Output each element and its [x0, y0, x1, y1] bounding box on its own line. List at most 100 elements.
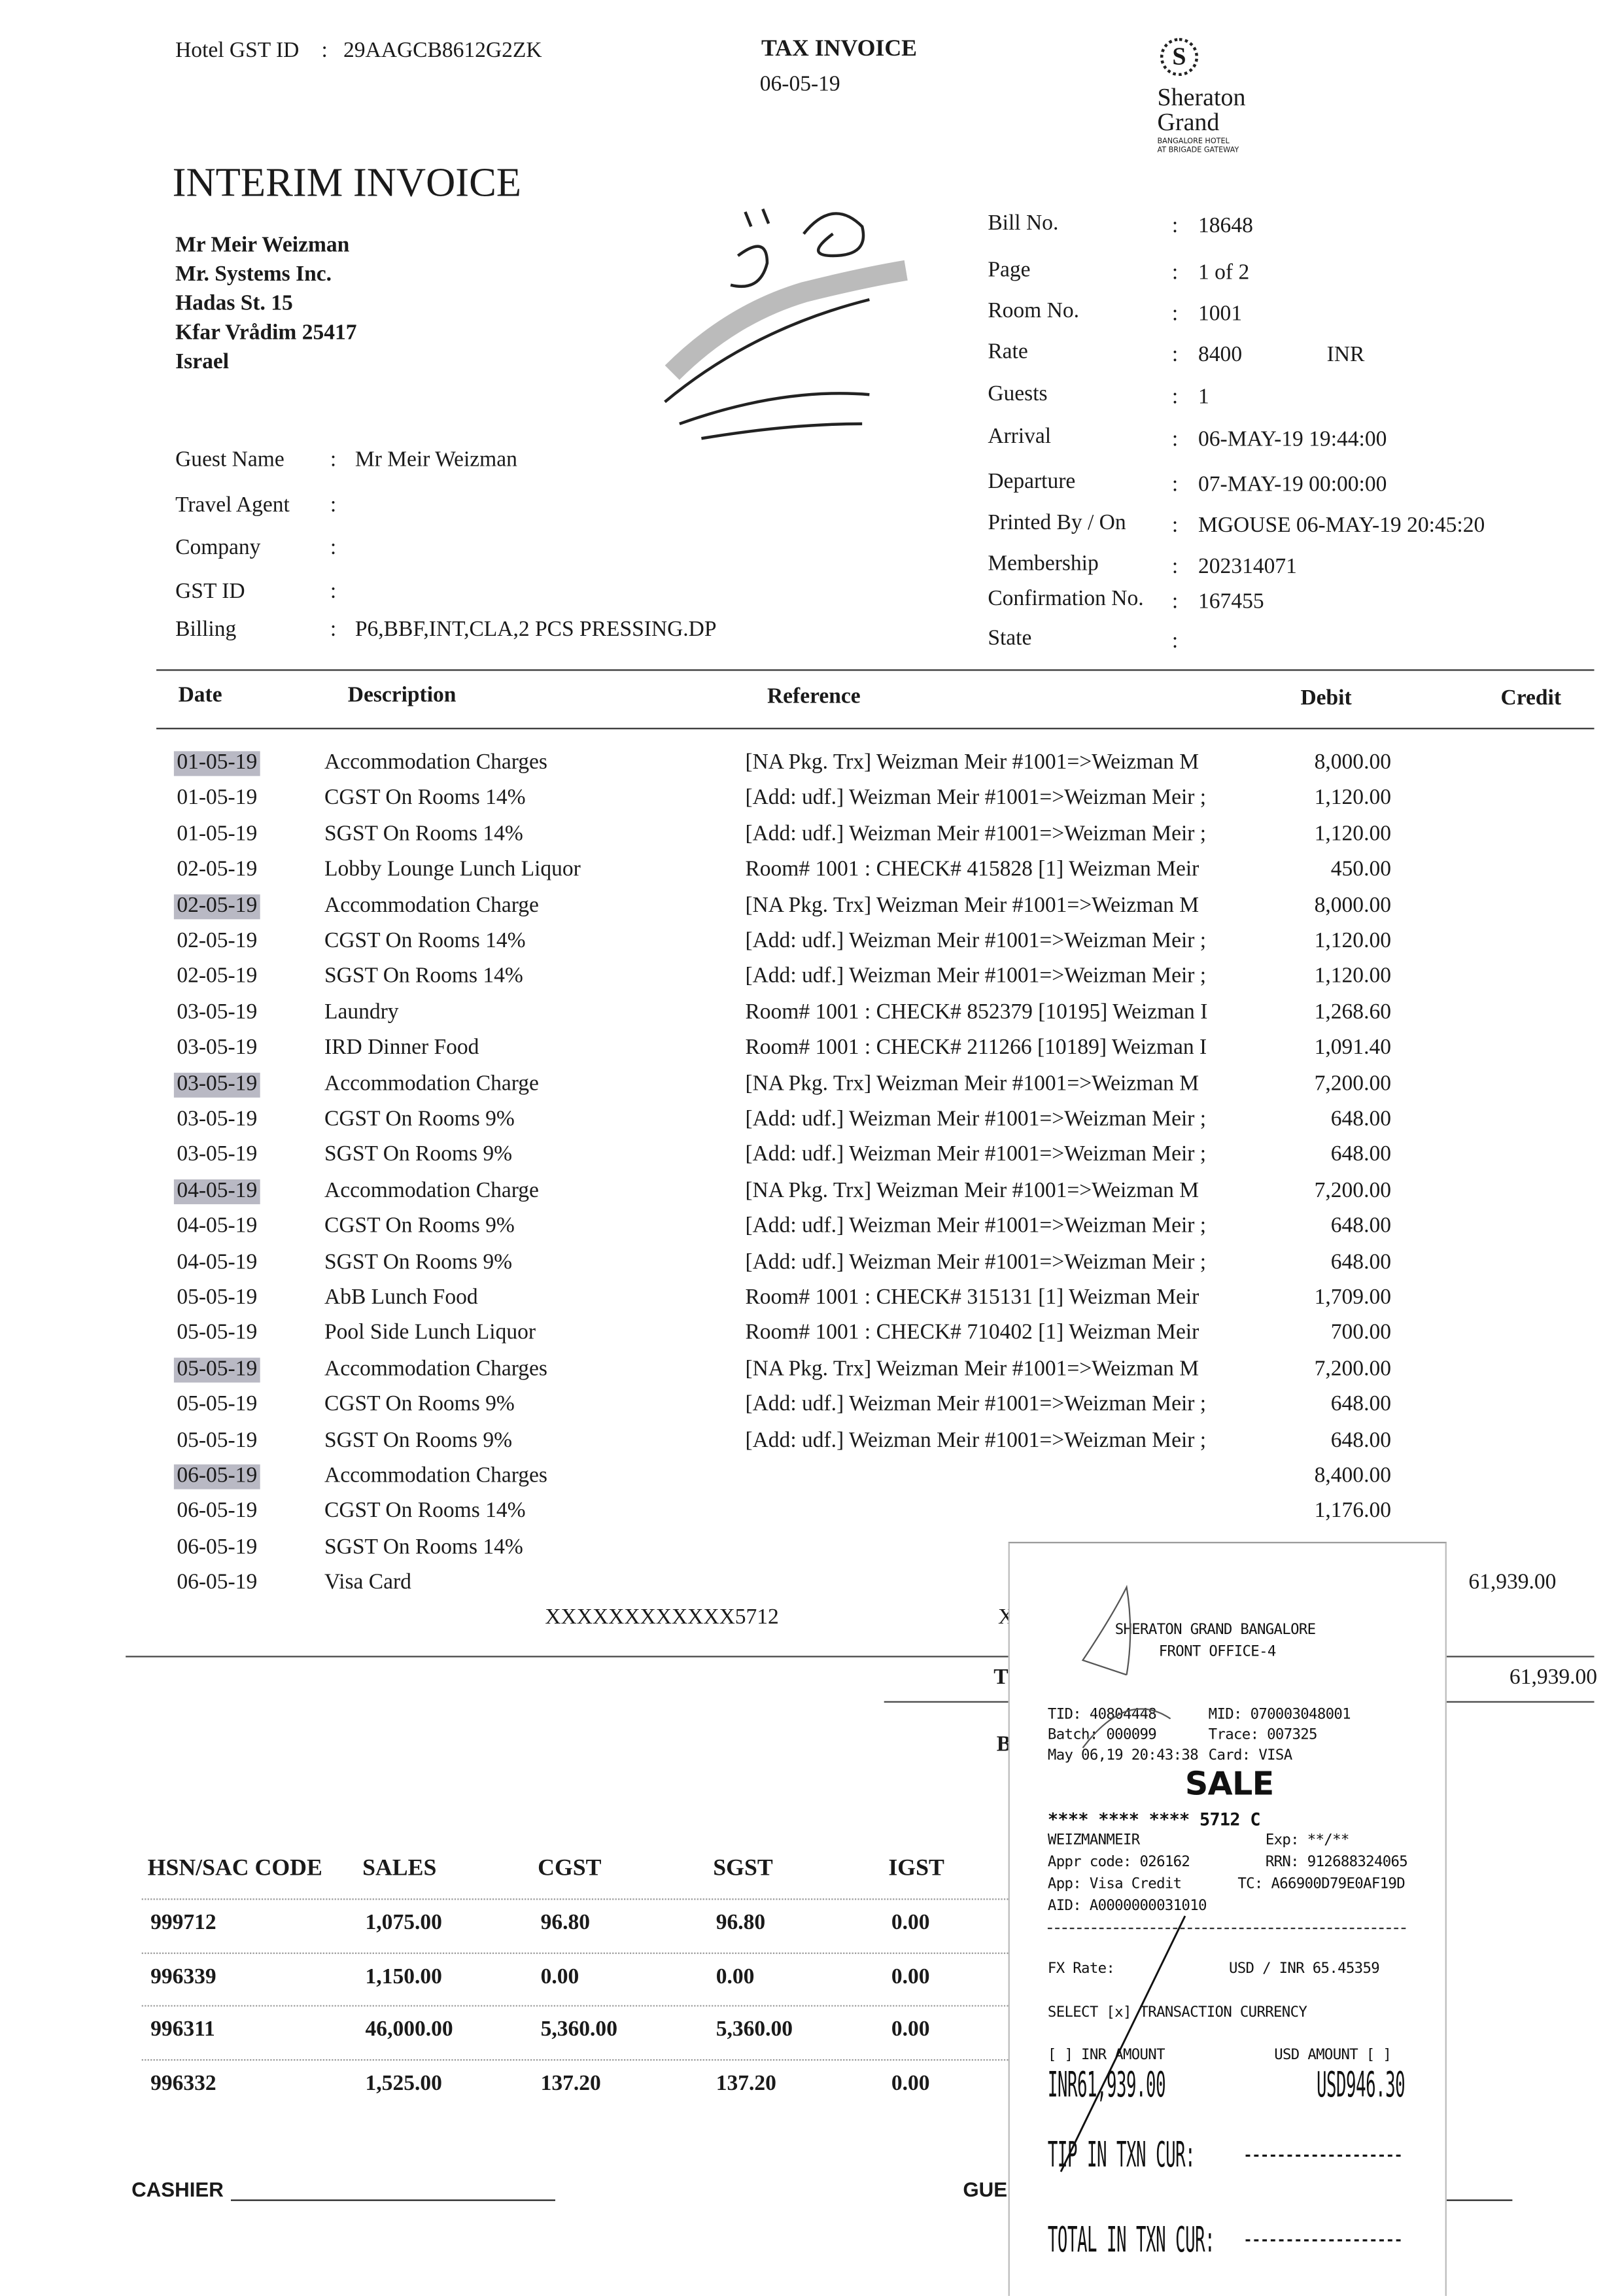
row-date: 05-05-19: [177, 1393, 258, 1417]
row-date: 06-05-19: [177, 1535, 258, 1559]
row-reference: [Add: udf.] Weizman Meir #1001=>Weizman …: [745, 1143, 1207, 1167]
receipt-app: App: Visa Credit: [1047, 1876, 1182, 1893]
row-reference: [Add: udf.] Weizman Meir #1001=>Weizman …: [745, 1107, 1207, 1132]
row-reference: Room# 1001 : CHECK# 315131 [1] Weizman M…: [745, 1286, 1199, 1310]
table-row: 05-05-19 CGST On Rooms 9% [Add: udf.] Weiz…: [0, 1393, 1622, 1429]
colon: :: [330, 494, 337, 517]
colon: :: [1171, 590, 1179, 614]
tax-cell: 0.00: [891, 2071, 930, 2095]
field-value: P6,BBF,INT,CLA,2 PCS PRESSING.DP: [354, 618, 717, 642]
row-date: 05-05-19: [177, 1321, 258, 1346]
table-row: 03-05-19 Laundry Room# 1001 : CHECK# 85237…: [0, 1001, 1622, 1036]
row-debit: 8,000.00: [1314, 894, 1391, 918]
row-description: CGST On Rooms 14%: [324, 786, 526, 810]
colon: :: [1171, 385, 1179, 409]
field-label: Bill No.: [988, 211, 1059, 235]
total-label-partial: T: [993, 1665, 1009, 1690]
receipt-inr-label: [ ] INR AMOUNT: [1047, 2047, 1165, 2064]
row-date: 03-05-19: [177, 1107, 258, 1132]
row-divider: [141, 1898, 1009, 1900]
row-reference: [NA Pkg. Trx] Weizman Meir #1001=>Weizma…: [745, 1179, 1199, 1203]
field-label: Page: [988, 258, 1031, 283]
field-value: 07-MAY-19 00:00:00: [1198, 473, 1387, 497]
field-value: 1: [1198, 385, 1209, 409]
colon: :: [1171, 302, 1179, 326]
table-row: 03-05-19 CGST On Rooms 9% [Add: udf.] Weiz…: [0, 1108, 1622, 1143]
receipt-name: WEIZMANMEIR: [1047, 1832, 1140, 1849]
table-row: 04-05-19 Accommodation Charge [NA Pkg. Trx…: [0, 1179, 1622, 1215]
row-description: Accommodation Charge: [324, 894, 539, 918]
balance-label-partial: B: [996, 1733, 1012, 1757]
tax-cell: 137.20: [716, 2071, 776, 2095]
row-debit: 450.00: [1330, 858, 1391, 882]
field-label: Room No.: [988, 300, 1079, 323]
field-value: 167455: [1198, 590, 1264, 614]
hotel-gst-id: 29AAGCB8612G2ZK: [343, 39, 542, 63]
receipt-total-label: TOTAL IN TXN CUR:: [1047, 2218, 1215, 2261]
tax-cell: 0.00: [891, 1911, 930, 1936]
row-date: 06-05-19: [173, 1464, 260, 1489]
handwritten-annotation: [664, 208, 908, 440]
row-debit: 1,120.00: [1314, 929, 1391, 953]
divider: [156, 727, 1595, 729]
row-debit: 7,200.00: [1314, 1357, 1391, 1381]
tax-cell: 137.20: [540, 2071, 601, 2095]
tax-cell: 96.80: [540, 1911, 591, 1936]
row-description: AbB Lunch Food: [324, 1286, 478, 1310]
row-debit: 1,120.00: [1314, 786, 1391, 810]
field-currency: INR: [1326, 343, 1365, 367]
row-reference: Room# 1001 : CHECK# 710402 [1] Weizman M…: [745, 1321, 1199, 1346]
cashier-signature-line: [231, 2199, 555, 2201]
row-date: 03-05-19: [177, 1036, 258, 1060]
row-debit: 648.00: [1330, 1143, 1391, 1167]
guest-address: Mr Meir Weizman Mr. Systems Inc. Hadas St.…: [175, 231, 356, 377]
tax-cell: 1,525.00: [365, 2071, 442, 2095]
doc-type: TAX INVOICE: [761, 36, 917, 61]
row-reference: [Add: udf.] Weizman Meir #1001=>Weizman …: [745, 1429, 1207, 1452]
tax-cell: 1,150.00: [365, 1964, 442, 1989]
tax-cell: 46,000.00: [365, 2018, 453, 2042]
col-debit: Debit: [1300, 687, 1352, 710]
card-sale-receipt: SHERATON GRAND BANGALORE FRONT OFFICE-4 …: [1008, 1542, 1447, 2296]
field-label: Membership: [988, 552, 1099, 576]
receipt-fx-label: FX Rate:: [1047, 1961, 1115, 1977]
field-label: Departure: [988, 470, 1076, 495]
total-credit: 61,939.00: [1509, 1665, 1597, 1690]
logo-sub1: BANGALORE HOTEL: [1157, 137, 1230, 147]
table-row: 06-05-19 CGST On Rooms 14% 1,176.00: [0, 1500, 1622, 1535]
tax-cell: 999712: [150, 1911, 216, 1936]
row-date: 05-05-19: [177, 1429, 258, 1452]
tax-cell: 996332: [150, 2071, 216, 2095]
row-description: SGST On Rooms 14%: [324, 822, 523, 846]
table-row: 01-05-19 SGST On Rooms 14% [Add: udf.] Wei…: [0, 822, 1622, 858]
row-description: Accommodation Charge: [324, 1179, 539, 1203]
colon: :: [330, 618, 337, 642]
colon: :: [321, 39, 328, 63]
field-label: State: [988, 627, 1032, 651]
row-description: CGST On Rooms 14%: [324, 1500, 526, 1523]
address-line: Hadas St. 15: [175, 292, 293, 316]
cashier-label: CASHIER: [131, 2177, 224, 2201]
colon: :: [1171, 514, 1179, 538]
row-description: Accommodation Charge: [324, 1071, 539, 1096]
col-date: Date: [178, 684, 222, 708]
row-date: 01-05-19: [177, 822, 258, 846]
table-row: 05-05-19 SGST On Rooms 9% [Add: udf.] Weiz…: [0, 1429, 1622, 1464]
row-date: 02-05-19: [177, 858, 258, 882]
row-debit: 648.00: [1330, 1250, 1391, 1274]
row-debit: 7,200.00: [1314, 1179, 1391, 1203]
tax-cell: 996339: [150, 1964, 216, 1989]
row-date: 03-05-19: [177, 1000, 258, 1024]
divider: [156, 669, 1595, 671]
row-description: SGST On Rooms 9%: [324, 1429, 513, 1452]
colon: :: [1171, 555, 1179, 579]
row-date: 02-05-19: [177, 929, 258, 953]
address-line: Mr. Systems Inc.: [175, 263, 332, 287]
row-debit: 1,176.00: [1314, 1500, 1391, 1523]
table-row: 05-05-19 AbB Lunch Food Room# 1001 : CHECK…: [0, 1286, 1622, 1321]
field-label: GST ID: [175, 580, 245, 604]
hotel-gst-label: Hotel GST ID: [175, 39, 300, 63]
table-row: 02-05-19 CGST On Rooms 14% [Add: udf.] Wei…: [0, 930, 1622, 965]
receipt-masked-pan: **** **** **** 5712 C: [1047, 1809, 1261, 1830]
divider: [126, 1656, 1595, 1658]
